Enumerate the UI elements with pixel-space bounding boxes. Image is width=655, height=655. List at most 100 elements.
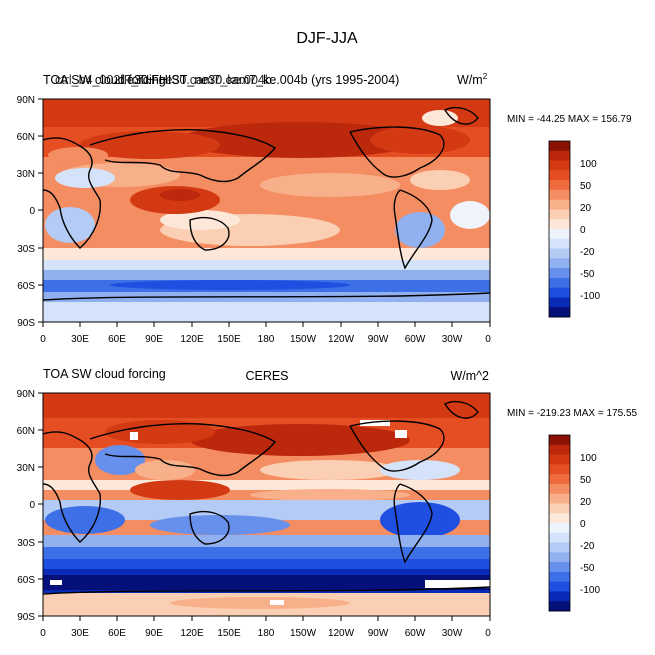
colorbar-border [548,434,571,612]
colorbar-swatch [549,483,570,495]
xtick-label: 150W [290,334,317,345]
colorbar-swatch [549,493,570,504]
colorbar-swatch [549,601,570,612]
panel1-ticks [38,98,491,327]
panel2-ticks [38,392,491,621]
xtick-label: 90W [368,334,389,345]
panel-obs: TOA SW cloud forcing CERES W/m^2 MIN = -… [17,367,638,639]
colorbar-swatch [549,562,570,573]
xtick-label: 120E [180,334,204,345]
xtick-label: 90E [145,334,163,345]
colorbar-swatch [549,150,570,161]
colorbar-swatch [549,435,570,446]
xtick-label: 0 [40,334,46,345]
xtick-label: 30E [71,628,89,639]
colorbar-swatch [549,552,570,563]
ytick-label: 90N [17,95,35,106]
xtick-label: 120W [328,334,355,345]
colorbar-swatch [549,277,570,289]
xtick-label: 60W [405,334,426,345]
colorbar-swatch [549,258,570,269]
xtick-label: 180 [258,628,275,639]
panel2-title-left: TOA SW cloud forcing [43,367,166,381]
panel2-stats: MIN = -219.23 MAX = 175.55 [507,408,638,419]
ytick-label: 30N [17,463,35,474]
xtick-label: 120W [328,628,355,639]
colorbar-swatch [549,591,570,602]
xtick-label: 150W [290,628,317,639]
colorbar-swatch [549,180,570,191]
panel1-coastlines [43,106,490,301]
colorbar-swatch [549,170,570,181]
xtick-label: 180 [258,334,275,345]
ytick-label: 30S [17,538,35,549]
ytick-label: 90S [17,612,35,623]
colorbar-swatch [549,532,570,543]
colorbar-swatch [549,307,570,318]
colorbar-swatch [549,199,570,210]
xtick-label: 0 [485,628,491,639]
xtick-label: 90W [368,628,389,639]
ytick-label: 60N [17,426,35,437]
colorbar-label: 0 [580,519,586,530]
colorbar-swatch [549,474,570,485]
panel1-title-center: ctrl_b4_002.F_TH ne30.cam7_ke.004b [55,73,272,87]
colorbar-swatch [549,248,570,259]
colorbar-label: -20 [580,247,595,258]
colorbar-swatch [549,238,570,249]
panel-model: TOA SW cloud forcing ctrl_b4_002.F_TH ne… [17,72,632,345]
figure-title: DJF-JJA [296,30,358,47]
ytick-label: 90S [17,318,35,329]
panel1-xtick-labels: 0 30E 60E 90E 120E 150E 180 150W 120W 90… [40,334,491,345]
xtick-label: 150E [217,334,241,345]
panel2-ytick-labels: 90N 60N 30N 0 30S 60S 90S [17,389,36,623]
colorbar-obs: 100 50 20 0 -20 -50 -100 [548,434,600,612]
xtick-label: 60W [405,628,426,639]
colorbar-swatch [549,542,570,553]
panel2-map-field [43,393,490,616]
ytick-label: 30N [17,169,35,180]
colorbar-label: -100 [580,585,600,596]
colorbar-label: 20 [580,497,592,508]
ytick-label: 60N [17,132,35,143]
colorbar-label: -20 [580,541,595,552]
colorbar-swatch [549,581,570,592]
colorbar-label: 100 [580,453,597,464]
colorbar-swatch [549,297,570,308]
colorbar-label: -50 [580,269,595,280]
ytick-label: 0 [29,500,35,511]
colorbar-swatch [549,444,570,455]
panel2-xtick-labels: 0 30E 60E 90E 120E 150E 180 150W 120W 90… [40,628,491,639]
panel1-units: W/m2 [457,72,488,87]
panel1-map-field [43,99,490,322]
ytick-label: 90N [17,389,35,400]
xtick-label: 0 [40,628,46,639]
panel1-case-label: f.e30.FHIST_ne30.cam7_ke.004b (yrs 1995-… [120,73,399,87]
colorbar-swatch [549,229,570,240]
colorbar-swatch [549,219,570,230]
ytick-label: 0 [29,206,35,217]
colorbar-swatch [549,503,570,514]
panel2-coastlines [43,400,490,595]
ytick-label: 60S [17,575,35,586]
colorbar-swatch [549,287,570,298]
colorbar-swatch [549,160,570,171]
xtick-label: 60E [108,628,126,639]
colorbar-swatch [549,268,570,279]
ytick-label: 30S [17,244,35,255]
colorbar-swatch [549,209,570,220]
colorbar-label: 50 [580,181,592,192]
colorbar-swatch [549,523,570,534]
ytick-label: 60S [17,281,35,292]
colorbar-border [548,140,571,318]
colorbar-label: 20 [580,203,592,214]
colorbar-swatch [549,454,570,465]
colorbar-label: -100 [580,291,600,302]
xtick-label: 30W [442,334,463,345]
panel1-stats: MIN = -44.25 MAX = 156.79 [507,114,632,125]
panel1-ytick-labels: 90N 60N 30N 0 30S 60S 90S [17,95,36,329]
panel1-title-left: TOA SW cloud forcing [43,73,166,87]
colorbar-label: 100 [580,159,597,170]
xtick-label: 150E [217,628,241,639]
